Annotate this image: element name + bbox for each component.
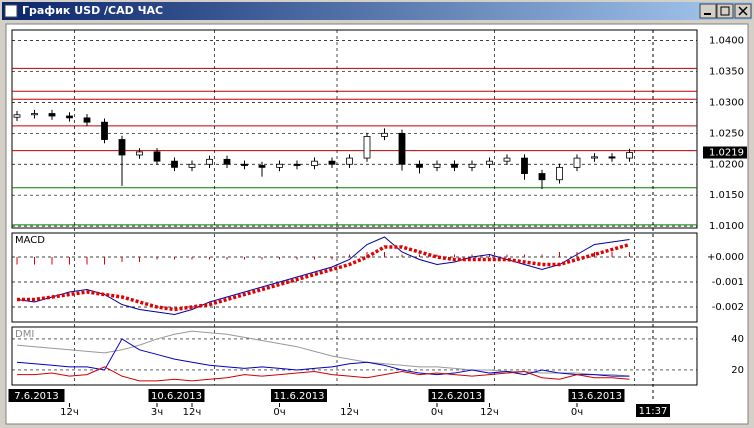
current-time-box xyxy=(636,404,670,417)
candle-body xyxy=(433,163,441,168)
candle-body xyxy=(153,151,161,162)
y-tick-label: 20 xyxy=(731,365,744,376)
maximize-icon xyxy=(720,6,730,16)
date-label-box xyxy=(8,389,65,402)
y-tick-label: 1.0300 xyxy=(709,97,744,108)
x-hour-label: 12ч xyxy=(480,407,499,418)
candle-body xyxy=(118,139,126,156)
x-hour-label: 12ч xyxy=(340,407,359,418)
x-date-label: 11.6.2013 xyxy=(274,391,325,402)
y-tick-label: 40 xyxy=(731,334,744,345)
candle-body xyxy=(503,157,511,162)
y-tick-label: 1.0100 xyxy=(709,221,744,232)
price-panel xyxy=(11,29,698,229)
y-tick-label: 1.0200 xyxy=(709,159,744,170)
indicator-line xyxy=(16,236,630,316)
minimize-button[interactable] xyxy=(699,3,717,19)
candle-body xyxy=(346,157,353,165)
candle-body xyxy=(486,160,493,165)
candle-body xyxy=(258,165,266,168)
y-tick-label: 1.0350 xyxy=(709,66,744,77)
x-hour-label: 0ч xyxy=(571,407,583,418)
candle-body xyxy=(381,132,388,137)
candle-body xyxy=(363,136,371,159)
y-tick-label: 1.0250 xyxy=(709,128,744,139)
x-date-label: 13.6.2013 xyxy=(571,391,622,402)
date-label-box xyxy=(148,389,205,402)
current-time-label: 11:37 xyxy=(639,406,668,417)
close-icon xyxy=(738,6,748,16)
last-price-box xyxy=(703,146,747,159)
candle-body xyxy=(538,173,546,181)
x-date-label: 12.6.2013 xyxy=(431,391,482,402)
indicator-line xyxy=(17,366,630,382)
last-price-label: 1.0219 xyxy=(709,148,744,159)
date-label-box xyxy=(271,389,327,402)
candle-body xyxy=(608,156,616,159)
candle-body xyxy=(293,163,301,166)
candle-body xyxy=(521,157,528,174)
x-hour-label: 3ч xyxy=(151,407,163,418)
window-icon xyxy=(4,4,18,18)
date-label-box xyxy=(428,389,485,402)
candle-body xyxy=(328,160,336,165)
candle-body xyxy=(31,113,38,116)
y-tick-label: 1.0150 xyxy=(709,190,744,201)
candle-body xyxy=(573,157,581,168)
y-tick-label: +0.000 xyxy=(707,252,744,263)
candle-body xyxy=(171,160,178,168)
candle-body xyxy=(223,158,231,165)
candle-body xyxy=(276,163,283,168)
candle-body xyxy=(311,160,318,166)
candle-body xyxy=(241,163,248,166)
chart-area xyxy=(5,23,749,425)
title-bar xyxy=(2,2,752,20)
candle-body xyxy=(101,121,108,140)
dmi-title: DMI xyxy=(15,329,34,340)
candle-body xyxy=(66,115,73,119)
indicator-line xyxy=(16,330,630,377)
candle-body xyxy=(48,113,56,117)
macd-title: MACD xyxy=(15,235,45,246)
candle-body xyxy=(416,163,423,168)
candle-body xyxy=(206,158,213,165)
maximize-button[interactable] xyxy=(716,3,734,19)
window-title: График USD /CAD ЧАС xyxy=(22,4,163,17)
candle-body xyxy=(136,151,143,156)
candle-body xyxy=(591,156,598,159)
candle-body xyxy=(468,163,476,168)
y-tick-label: 1.0400 xyxy=(709,36,744,47)
x-hour-label: 0ч xyxy=(431,407,443,418)
candle-body xyxy=(83,117,91,123)
dmi-panel xyxy=(11,326,698,386)
date-label-box xyxy=(568,389,625,402)
macd-panel xyxy=(11,232,698,323)
x-hour-label: 12ч xyxy=(183,407,202,418)
x-hour-label: 12ч xyxy=(60,407,79,418)
window-buttons[interactable] xyxy=(699,3,752,19)
x-date-label: 7.6.2013 xyxy=(14,391,59,402)
candle-body xyxy=(188,163,196,168)
indicator-line xyxy=(16,338,630,377)
candle-body xyxy=(13,114,21,118)
candle-body xyxy=(398,132,406,165)
candle-body xyxy=(626,152,633,159)
candle-body xyxy=(556,166,563,181)
y-tick-label: -0.001 xyxy=(712,277,744,288)
y-tick-label: -0.002 xyxy=(712,302,744,313)
indicator-line xyxy=(17,242,630,312)
candle-body xyxy=(451,163,458,168)
x-hour-label: 0ч xyxy=(273,407,285,418)
x-date-label: 10.6.2013 xyxy=(151,391,202,402)
